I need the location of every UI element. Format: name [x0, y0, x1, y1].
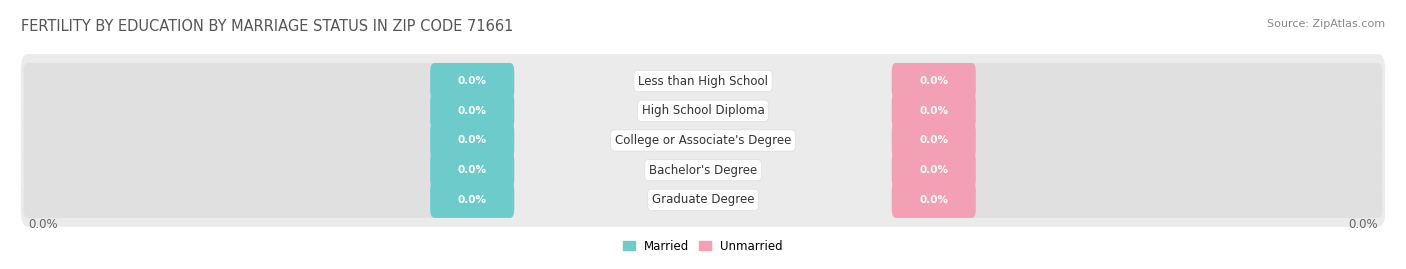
- FancyBboxPatch shape: [21, 54, 1385, 108]
- Text: 0.0%: 0.0%: [920, 135, 948, 146]
- FancyBboxPatch shape: [24, 182, 515, 218]
- Text: 0.0%: 0.0%: [920, 76, 948, 86]
- FancyBboxPatch shape: [891, 63, 1382, 99]
- Text: 0.0%: 0.0%: [458, 165, 486, 175]
- FancyBboxPatch shape: [21, 114, 1385, 167]
- FancyBboxPatch shape: [891, 182, 976, 218]
- FancyBboxPatch shape: [430, 63, 515, 99]
- Text: Source: ZipAtlas.com: Source: ZipAtlas.com: [1267, 19, 1385, 29]
- Text: High School Diploma: High School Diploma: [641, 104, 765, 117]
- Text: 0.0%: 0.0%: [458, 135, 486, 146]
- Text: Less than High School: Less than High School: [638, 75, 768, 88]
- Legend: Married, Unmarried: Married, Unmarried: [623, 240, 783, 253]
- Text: 0.0%: 0.0%: [28, 218, 58, 231]
- FancyBboxPatch shape: [21, 84, 1385, 138]
- FancyBboxPatch shape: [891, 93, 976, 129]
- FancyBboxPatch shape: [24, 93, 515, 129]
- FancyBboxPatch shape: [891, 122, 1382, 158]
- FancyBboxPatch shape: [430, 93, 515, 129]
- FancyBboxPatch shape: [430, 122, 515, 158]
- Text: 0.0%: 0.0%: [458, 76, 486, 86]
- Text: College or Associate's Degree: College or Associate's Degree: [614, 134, 792, 147]
- FancyBboxPatch shape: [24, 63, 515, 99]
- FancyBboxPatch shape: [891, 63, 976, 99]
- Text: 0.0%: 0.0%: [920, 195, 948, 205]
- Text: 0.0%: 0.0%: [458, 195, 486, 205]
- Text: 0.0%: 0.0%: [920, 165, 948, 175]
- FancyBboxPatch shape: [891, 93, 1382, 129]
- Text: 0.0%: 0.0%: [458, 106, 486, 116]
- Text: Graduate Degree: Graduate Degree: [652, 193, 754, 206]
- Text: 0.0%: 0.0%: [1348, 218, 1378, 231]
- FancyBboxPatch shape: [21, 173, 1385, 227]
- FancyBboxPatch shape: [430, 152, 515, 188]
- Text: Bachelor's Degree: Bachelor's Degree: [650, 164, 756, 177]
- FancyBboxPatch shape: [891, 122, 976, 158]
- FancyBboxPatch shape: [891, 152, 1382, 188]
- FancyBboxPatch shape: [24, 122, 515, 158]
- Text: 0.0%: 0.0%: [920, 106, 948, 116]
- FancyBboxPatch shape: [21, 143, 1385, 197]
- FancyBboxPatch shape: [430, 182, 515, 218]
- FancyBboxPatch shape: [891, 182, 1382, 218]
- FancyBboxPatch shape: [891, 152, 976, 188]
- Text: FERTILITY BY EDUCATION BY MARRIAGE STATUS IN ZIP CODE 71661: FERTILITY BY EDUCATION BY MARRIAGE STATU…: [21, 19, 513, 34]
- FancyBboxPatch shape: [24, 152, 515, 188]
